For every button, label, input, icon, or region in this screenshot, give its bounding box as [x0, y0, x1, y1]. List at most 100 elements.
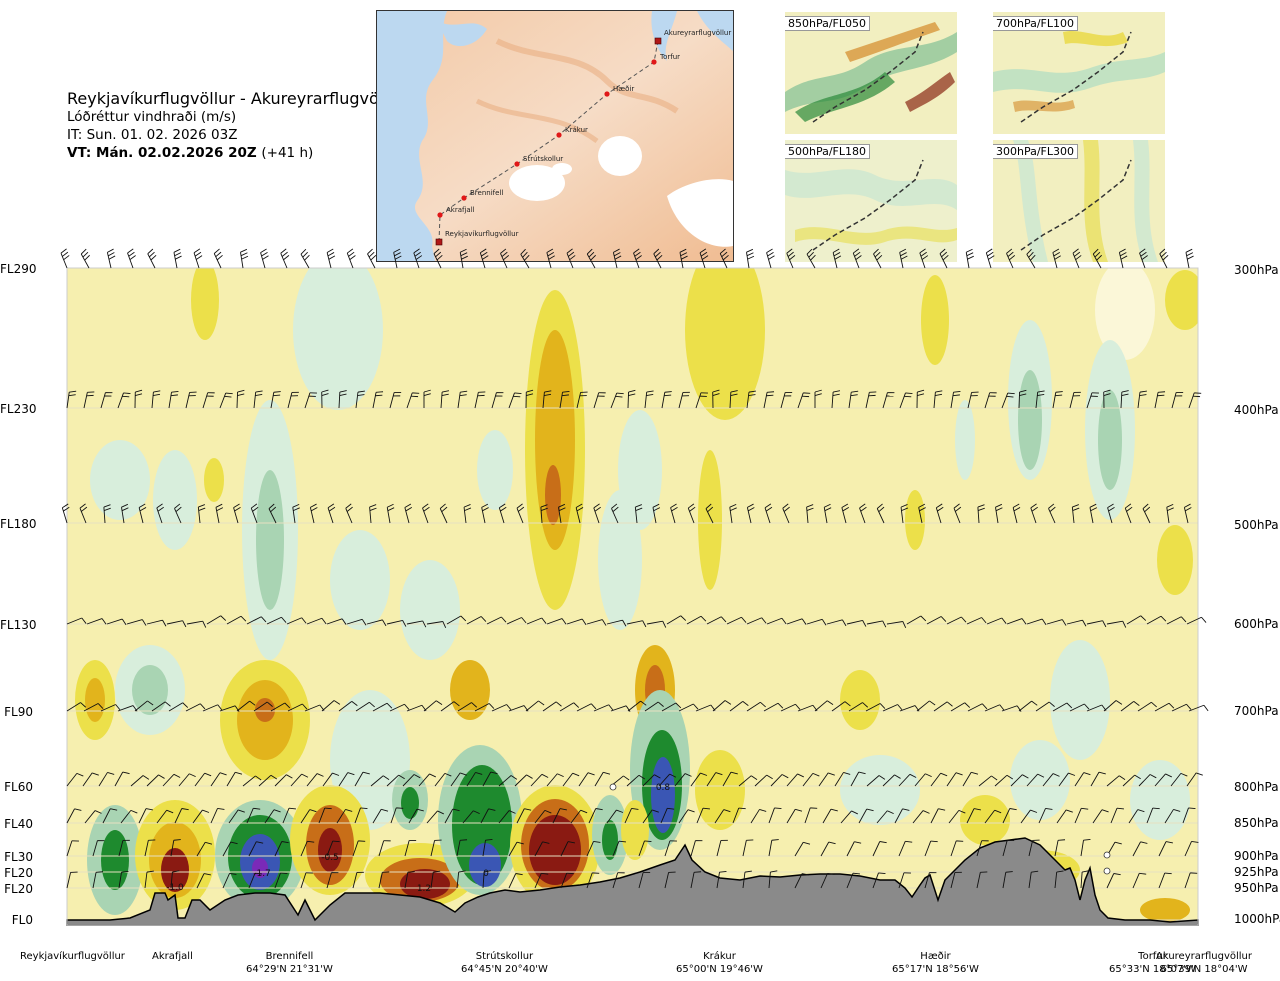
- wind-barb: [372, 808, 389, 824]
- sea: [377, 11, 447, 261]
- wind-barb: [1146, 615, 1167, 625]
- wind-barb: [712, 700, 732, 712]
- marker-circle: [1103, 851, 1111, 859]
- wind-barb: [627, 389, 636, 409]
- wind-barb: [705, 503, 714, 524]
- level-map-300[interactable]: 300hPa/FL300: [993, 140, 1165, 262]
- level-map-700[interactable]: 700hPa/FL100: [993, 12, 1165, 134]
- level-map-850-graphic: [785, 12, 957, 134]
- wind-barb: [898, 872, 911, 889]
- issue-time: IT: Sun. 01. 02. 2026 03Z: [67, 127, 238, 143]
- wind-barb: [546, 618, 567, 625]
- wind-barb: [534, 841, 550, 857]
- wind-barb: [678, 391, 690, 409]
- wind-barb: [193, 248, 203, 269]
- wind-barb: [450, 772, 467, 787]
- wind-barb: [306, 773, 324, 787]
- wind-barb: [534, 872, 549, 889]
- level-map-300-label: 300hPa/FL300: [993, 144, 1079, 159]
- wind-barb: [226, 615, 247, 625]
- wind-barb: [627, 700, 647, 712]
- wind-barb: [1020, 809, 1038, 824]
- wind-barb: [1054, 839, 1066, 857]
- wind-barb: [1124, 503, 1133, 524]
- value-annotation: -1.0: [166, 883, 184, 893]
- route-title: Reykjavíkurflugvöllur - Akureyrarflugvöl…: [67, 89, 405, 108]
- wind-barb: [965, 248, 974, 269]
- wind-barb: [321, 700, 341, 712]
- wind-barb: [156, 809, 174, 824]
- wind-barb: [872, 872, 886, 889]
- value-annotation: 0: [483, 869, 489, 879]
- wind-barb: [422, 503, 430, 524]
- wind-barb: [406, 620, 427, 628]
- lead-time: (+41 h): [261, 145, 314, 161]
- x-waypoint-label: Torfur 65°33'N 18°07'W: [1109, 951, 1196, 975]
- route-waypoint-label: Strútskollur: [523, 155, 563, 163]
- wind-barb: [174, 808, 189, 824]
- wind-barb: [66, 390, 77, 409]
- level-map-850[interactable]: 850hPa/FL050: [785, 12, 957, 134]
- wind-barb: [1171, 703, 1192, 712]
- wind-barb: [147, 248, 157, 269]
- wind-barb: [287, 703, 308, 712]
- wind-barb: [338, 772, 355, 787]
- wind-barb: [222, 872, 237, 889]
- route-waypoint-label: Brennifell: [470, 189, 503, 197]
- wind-barb: [1074, 772, 1091, 787]
- wind-barb: [1106, 841, 1122, 857]
- wind-barb: [560, 872, 574, 889]
- wind-barb: [924, 840, 938, 857]
- wind-barb: [367, 248, 377, 269]
- variable-title: Lóðréttur vindhraði (m/s): [67, 109, 237, 125]
- wind-barb: [764, 503, 773, 524]
- wind-barb: [366, 619, 387, 627]
- wind-barb: [1107, 503, 1115, 524]
- wind-barb: [729, 503, 737, 524]
- wind-barb: [1158, 841, 1173, 857]
- wind-barb: [242, 775, 262, 787]
- wind-barb: [178, 773, 196, 787]
- wind-barb: [559, 390, 570, 409]
- wind-barb: [1137, 390, 1147, 409]
- wind-barb: [978, 775, 998, 787]
- wind-barb: [899, 392, 913, 409]
- wind-barb: [746, 390, 756, 409]
- value-annotations: -1.0 -1.7 -0.5 1.2 0 0.8: [166, 783, 670, 894]
- wind-barb: [1132, 841, 1148, 857]
- wind-barb: [746, 617, 767, 625]
- wind-barb: [1090, 771, 1106, 787]
- wind-barb: [1122, 774, 1141, 787]
- y-left-label: FL180: [0, 517, 37, 531]
- wind-barb: [1166, 616, 1187, 625]
- wind-barb: [626, 774, 646, 787]
- wind-barb: [950, 390, 961, 409]
- glacier: [598, 136, 642, 176]
- wind-barb: [338, 390, 347, 409]
- level-map-500[interactable]: 500hPa/FL180: [785, 140, 957, 262]
- wind-barb: [474, 391, 486, 409]
- wind-barb: [481, 503, 489, 524]
- wind-barb: [1089, 503, 1098, 524]
- y-left-label: FL40: [4, 817, 33, 831]
- wind-barb: [248, 841, 264, 857]
- value-annotation: 0.8: [656, 783, 671, 793]
- wind-barb: [280, 248, 290, 269]
- wind-barb: [406, 704, 427, 712]
- wind-barb: [516, 808, 532, 824]
- valid-time: VT: Mán. 02.02.2026 20Z: [67, 145, 257, 161]
- wind-barb: [559, 702, 580, 712]
- wind-barb: [814, 389, 822, 408]
- route-waypoint-marker: [514, 161, 520, 167]
- wind-barb: [687, 503, 696, 524]
- wind-barb: [1028, 839, 1040, 857]
- wind-barb: [1154, 391, 1166, 409]
- wind-barb: [463, 504, 472, 524]
- wind-barb: [562, 772, 580, 787]
- wind-barb: [716, 839, 728, 857]
- wind-barb: [274, 841, 289, 857]
- wind-barb: [644, 701, 664, 712]
- wind-barb: [820, 872, 835, 889]
- wind-barb: [1026, 773, 1045, 787]
- wind-barb: [690, 871, 702, 889]
